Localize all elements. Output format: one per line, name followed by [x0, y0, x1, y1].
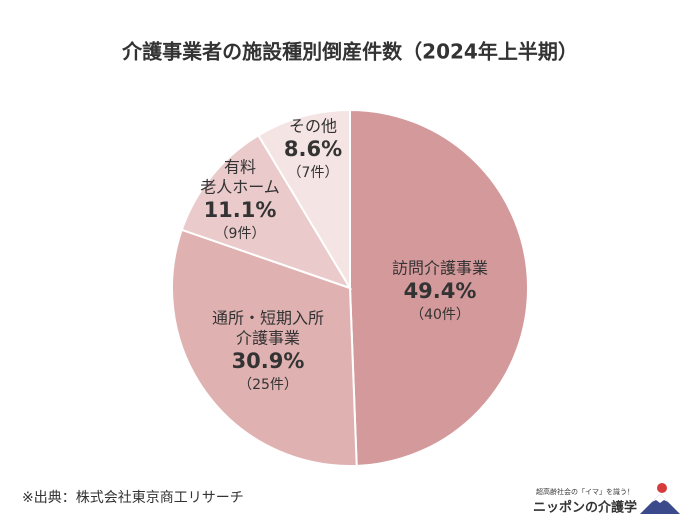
- value-label: 49.4%: [404, 279, 477, 303]
- value-label: 30.9%: [232, 349, 305, 373]
- pie-slice: [180, 133, 353, 290]
- pie: [171, 108, 529, 467]
- slice-label: 老人ホーム: [200, 178, 280, 197]
- count-label: （7件）: [288, 165, 339, 181]
- slice-label: 介護事業: [236, 329, 300, 348]
- count-label: （25件）: [238, 377, 298, 393]
- source-note: ※出典：株式会社東京商工リサーチ: [22, 490, 244, 506]
- slice-label: 訪問介護事業: [392, 259, 488, 278]
- chart-title: 介護事業者の施設種別倒産件数（2024年上半期）: [121, 40, 578, 64]
- logo-sun: [657, 483, 667, 493]
- pie-slice: [257, 108, 351, 292]
- pie-slice: [349, 108, 529, 467]
- slice-label: その他: [289, 117, 337, 136]
- slice-label: 有料: [224, 158, 256, 177]
- logo-name: ニッポンの介護学: [533, 500, 637, 516]
- logo-snow: [652, 494, 668, 503]
- count-label: （40件）: [410, 307, 470, 323]
- logo-mountain: [640, 494, 680, 514]
- pie-slice: [171, 228, 358, 467]
- logo: 超高齢社会の「イマ」を識う！ ニッポンの介護学: [533, 483, 680, 516]
- logo-tagline: 超高齢社会の「イマ」を識う！: [536, 487, 634, 496]
- count-label: （9件）: [215, 226, 266, 242]
- value-label: 11.1%: [204, 198, 277, 222]
- slice-label: 通所・短期入所: [212, 309, 324, 328]
- value-label: 8.6%: [284, 137, 342, 161]
